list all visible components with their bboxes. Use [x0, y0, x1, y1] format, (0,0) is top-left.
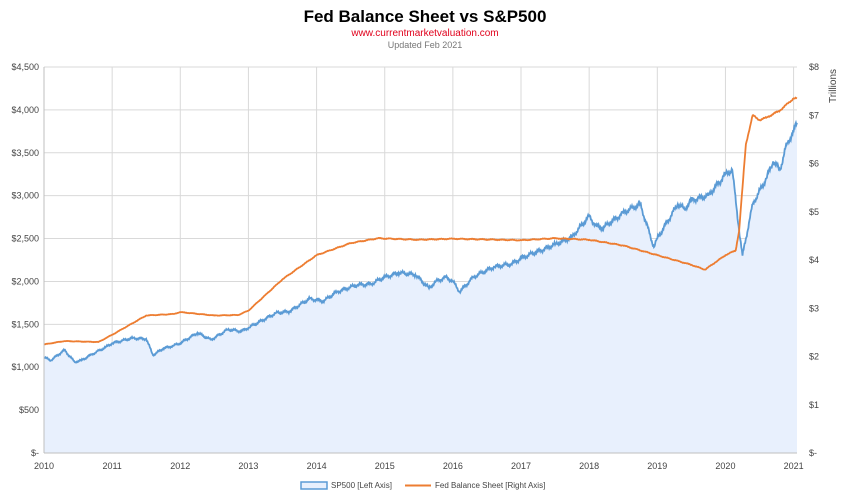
- left-tick-label: $4,000: [11, 105, 39, 115]
- right-tick-label: $1: [809, 400, 819, 410]
- chart-updated-note: Updated Feb 2021: [387, 40, 463, 50]
- x-tick-label: 2015: [375, 461, 395, 471]
- right-tick-label: $4: [809, 255, 819, 265]
- right-tick-label: $7: [809, 110, 819, 120]
- legend: SP500 [Left Axis] Fed Balance Sheet [Rig…: [300, 481, 545, 490]
- x-tick-label: 2017: [511, 461, 531, 471]
- right-tick-label: $-: [809, 448, 817, 458]
- right-axis-label: Trillions: [828, 69, 839, 103]
- left-axis-ticks: $- $500 $1,000 $1,500 $2,000 $2,500 $3,000 $3,5…: [11, 62, 39, 458]
- legend-label-sp500: SP500 [Left Axis]: [331, 481, 392, 490]
- x-tick-label: 2019: [647, 461, 667, 471]
- right-tick-label: $8: [809, 62, 819, 72]
- left-tick-label: $1,500: [11, 319, 39, 329]
- chart-title: Fed Balance Sheet vs S&P500: [303, 7, 547, 26]
- x-tick-label: 2010: [34, 461, 54, 471]
- chart-header: Fed Balance Sheet vs S&P500 www.currentm…: [0, 6, 850, 51]
- legend-label-fed: Fed Balance Sheet [Right Axis]: [435, 481, 545, 490]
- left-tick-label: $2,000: [11, 276, 39, 286]
- x-tick-label: 2021: [784, 461, 804, 471]
- left-tick-label: $1,000: [11, 362, 39, 372]
- left-tick-label: $500: [19, 405, 39, 415]
- x-tick-label: 2014: [307, 461, 327, 471]
- left-tick-label: $3,000: [11, 191, 39, 201]
- left-tick-label: $4,500: [11, 62, 39, 72]
- right-tick-label: $5: [809, 207, 819, 217]
- x-tick-label: 2016: [443, 461, 463, 471]
- x-tick-label: 2020: [715, 461, 735, 471]
- x-tick-label: 2011: [102, 461, 121, 471]
- right-axis-ticks: $- $1 $2 $3 $4 $5 $6 $7 $8: [809, 62, 819, 458]
- right-tick-label: $6: [809, 159, 819, 169]
- legend-swatch-sp500: [300, 481, 328, 490]
- left-tick-label: $3,500: [11, 148, 39, 158]
- x-tick-label: 2012: [170, 461, 190, 471]
- sp500-line: [43, 119, 798, 364]
- chart-subtitle[interactable]: www.currentmarketvaluation.com: [351, 28, 499, 39]
- left-tick-label: $2,500: [11, 234, 39, 244]
- x-tick-label: 2018: [579, 461, 599, 471]
- fed-balance-sheet-line: [43, 96, 798, 346]
- sp500-area-fill: [44, 122, 797, 453]
- right-tick-label: $2: [809, 352, 819, 362]
- left-tick-label: $-: [31, 448, 39, 458]
- x-axis-ticks: 2010 2011 2012 2013 2014 2015 2016 2017 2018 2019…: [34, 461, 804, 471]
- right-tick-label: $3: [809, 303, 819, 313]
- x-tick-label: 2013: [238, 461, 258, 471]
